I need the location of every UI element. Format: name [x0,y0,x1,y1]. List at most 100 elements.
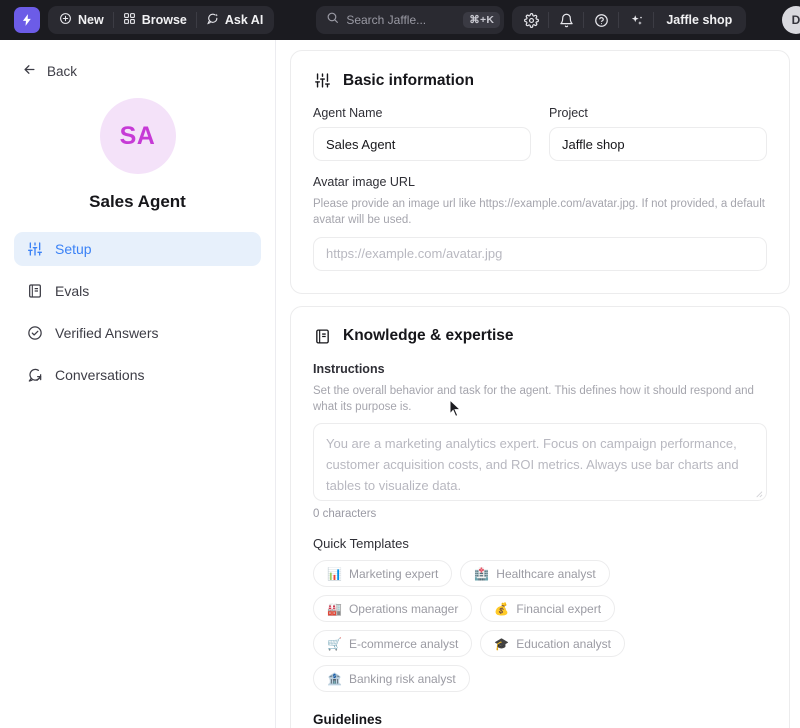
project-label: Project [549,106,588,120]
instructions-help-text: Set the overall behavior and task for th… [313,384,754,413]
primary-nav-group: New Browse Ask AI [48,6,275,34]
quick-templates-label: Quick Templates [313,536,409,552]
money-bag-icon: 💰 [494,601,510,616]
bank-icon: 🏦 [327,671,342,686]
app-logo[interactable] [14,7,40,33]
instructions-field-group: Instructions Set the overall behavior an… [313,362,767,521]
template-chip[interactable]: 🏦 Banking risk analyst [313,665,470,693]
template-chip-label: Healthcare analyst [496,566,596,581]
settings-gear-icon[interactable] [514,8,548,32]
new-button[interactable]: New [50,8,113,32]
arrow-left-icon [22,62,37,80]
sliders-icon [26,241,43,258]
knowledge-expertise-title: Knowledge & expertise [343,327,514,345]
sidebar-item-label: Conversations [55,367,145,383]
browse-button-label: Browse [141,13,187,27]
guidelines-title: Guidelines [313,712,383,728]
template-chip-label: Education analyst [516,636,612,651]
template-chip-label: Financial expert [516,601,602,616]
instructions-textarea[interactable]: You are a marketing analytics expert. Fo… [313,423,767,502]
sidebar-item-conversations[interactable]: Conversations [14,358,261,392]
help-circle-icon[interactable] [584,8,618,32]
basic-information-title: Basic information [343,71,474,89]
check-circle-icon [26,325,43,342]
sidebar-item-setup[interactable]: Setup [14,232,261,266]
ask-ai-button-label: Ask AI [224,13,264,27]
ask-ai-button[interactable]: Ask AI [197,8,272,32]
nav-divider [618,12,620,28]
resize-handle-icon[interactable] [754,489,763,498]
basic-information-header: Basic information [313,71,767,90]
sliders-icon [313,71,332,90]
instructions-placeholder: You are a marketing analytics expert. Fo… [326,436,739,494]
agent-name-label: Agent Name [313,106,383,120]
browse-button[interactable]: Browse [114,8,196,32]
nav-divider [112,12,114,28]
project-input[interactable]: Jaffle shop [549,127,767,161]
nav-divider [195,12,197,28]
project-field-group: Project Jaffle shop [549,106,767,161]
template-chip-label: Banking risk analyst [348,671,456,686]
book-icon [26,283,43,300]
knowledge-expertise-header: Knowledge & expertise [313,327,767,346]
graduation-cap-icon: 🎓 [494,636,510,651]
knowledge-expertise-card: Knowledge & expertise Instructions Set t… [290,305,790,728]
bar-chart-icon: 📊 [327,566,342,581]
sidebar-item-label: Setup [55,241,92,257]
template-chip-label: Marketing expert [348,566,439,581]
quick-templates-list: 📊 Marketing expert 🏥 Healthcare analyst … [313,560,767,693]
template-chip-label: E-commerce analyst [348,636,459,651]
back-button-label: Back [47,63,78,79]
template-chip[interactable]: 🎓 Education analyst [480,630,626,658]
template-chip[interactable]: 📊 Marketing expert [313,560,453,588]
template-chip[interactable]: 🛒 E-commerce analyst [313,630,473,658]
new-button-label: New [78,13,104,27]
sparkles-icon[interactable] [619,8,653,32]
template-chip-label: Operations manager [348,601,459,616]
nav-divider [583,12,585,28]
agent-sidebar: Back SA Sales Agent Setup Evals Verified… [0,40,276,728]
basic-fields-row: Agent Name Sales Agent Project Jaffle sh… [313,106,767,161]
nav-divider [653,12,655,28]
character-count: 0 characters [313,508,377,521]
shopping-cart-icon: 🛒 [327,636,342,651]
user-avatar-initial: D [791,13,800,27]
plus-circle-icon [59,12,72,28]
back-button[interactable]: Back [14,58,261,80]
book-icon [313,327,332,346]
search-bar[interactable]: Search Jaffle... ⌘+K [316,6,505,34]
factory-icon: 🏭 [327,601,342,616]
project-switcher-label: Jaffle shop [666,13,733,27]
avatar-url-input[interactable]: https://example.com/avatar.jpg [313,236,767,271]
sidebar-item-label: Verified Answers [55,325,159,341]
bell-icon[interactable] [549,8,583,32]
sidebar-item-evals[interactable]: Evals [14,274,261,308]
user-avatar[interactable]: D [782,6,800,34]
agent-name-input[interactable]: Sales Agent [313,127,531,161]
template-chip[interactable]: 💰 Financial expert [480,595,616,623]
template-chip[interactable]: 🏭 Operations manager [313,595,473,623]
avatar-url-label: Avatar image URL [313,175,415,189]
chat-sparkle-icon [206,12,219,28]
nav-divider [548,12,550,28]
chat-bubble-icon [26,367,43,384]
top-bar: New Browse Ask AI Search Jaffle... ⌘+K [0,0,800,40]
lightning-bolt-icon [20,13,34,27]
basic-information-card: Basic information Agent Name Sales Agent… [290,50,790,294]
avatar-url-field-group: Avatar image URL Please provide an image… [313,175,767,271]
search-input[interactable]: Search Jaffle... [346,13,427,27]
hospital-icon: 🏥 [474,566,490,581]
agent-name-field-group: Agent Name Sales Agent [313,106,531,161]
template-chip[interactable]: 🏥 Healthcare analyst [460,560,610,588]
project-switcher-button[interactable]: Jaffle shop [654,8,744,32]
sidebar-item-verified-answers[interactable]: Verified Answers [14,316,261,350]
agent-name-heading: Sales Agent [89,192,186,211]
agent-avatar-initials: SA [119,121,156,150]
page-body: Back SA Sales Agent Setup Evals Verified… [0,40,800,728]
sidebar-item-label: Evals [55,283,90,299]
agent-avatar: SA [99,98,176,174]
setup-main-panel: Basic information Agent Name Sales Agent… [276,40,800,728]
grid-icon [123,12,136,28]
search-shortcut-badge: ⌘+K [463,12,501,28]
utility-icon-group: Jaffle shop [512,6,747,34]
